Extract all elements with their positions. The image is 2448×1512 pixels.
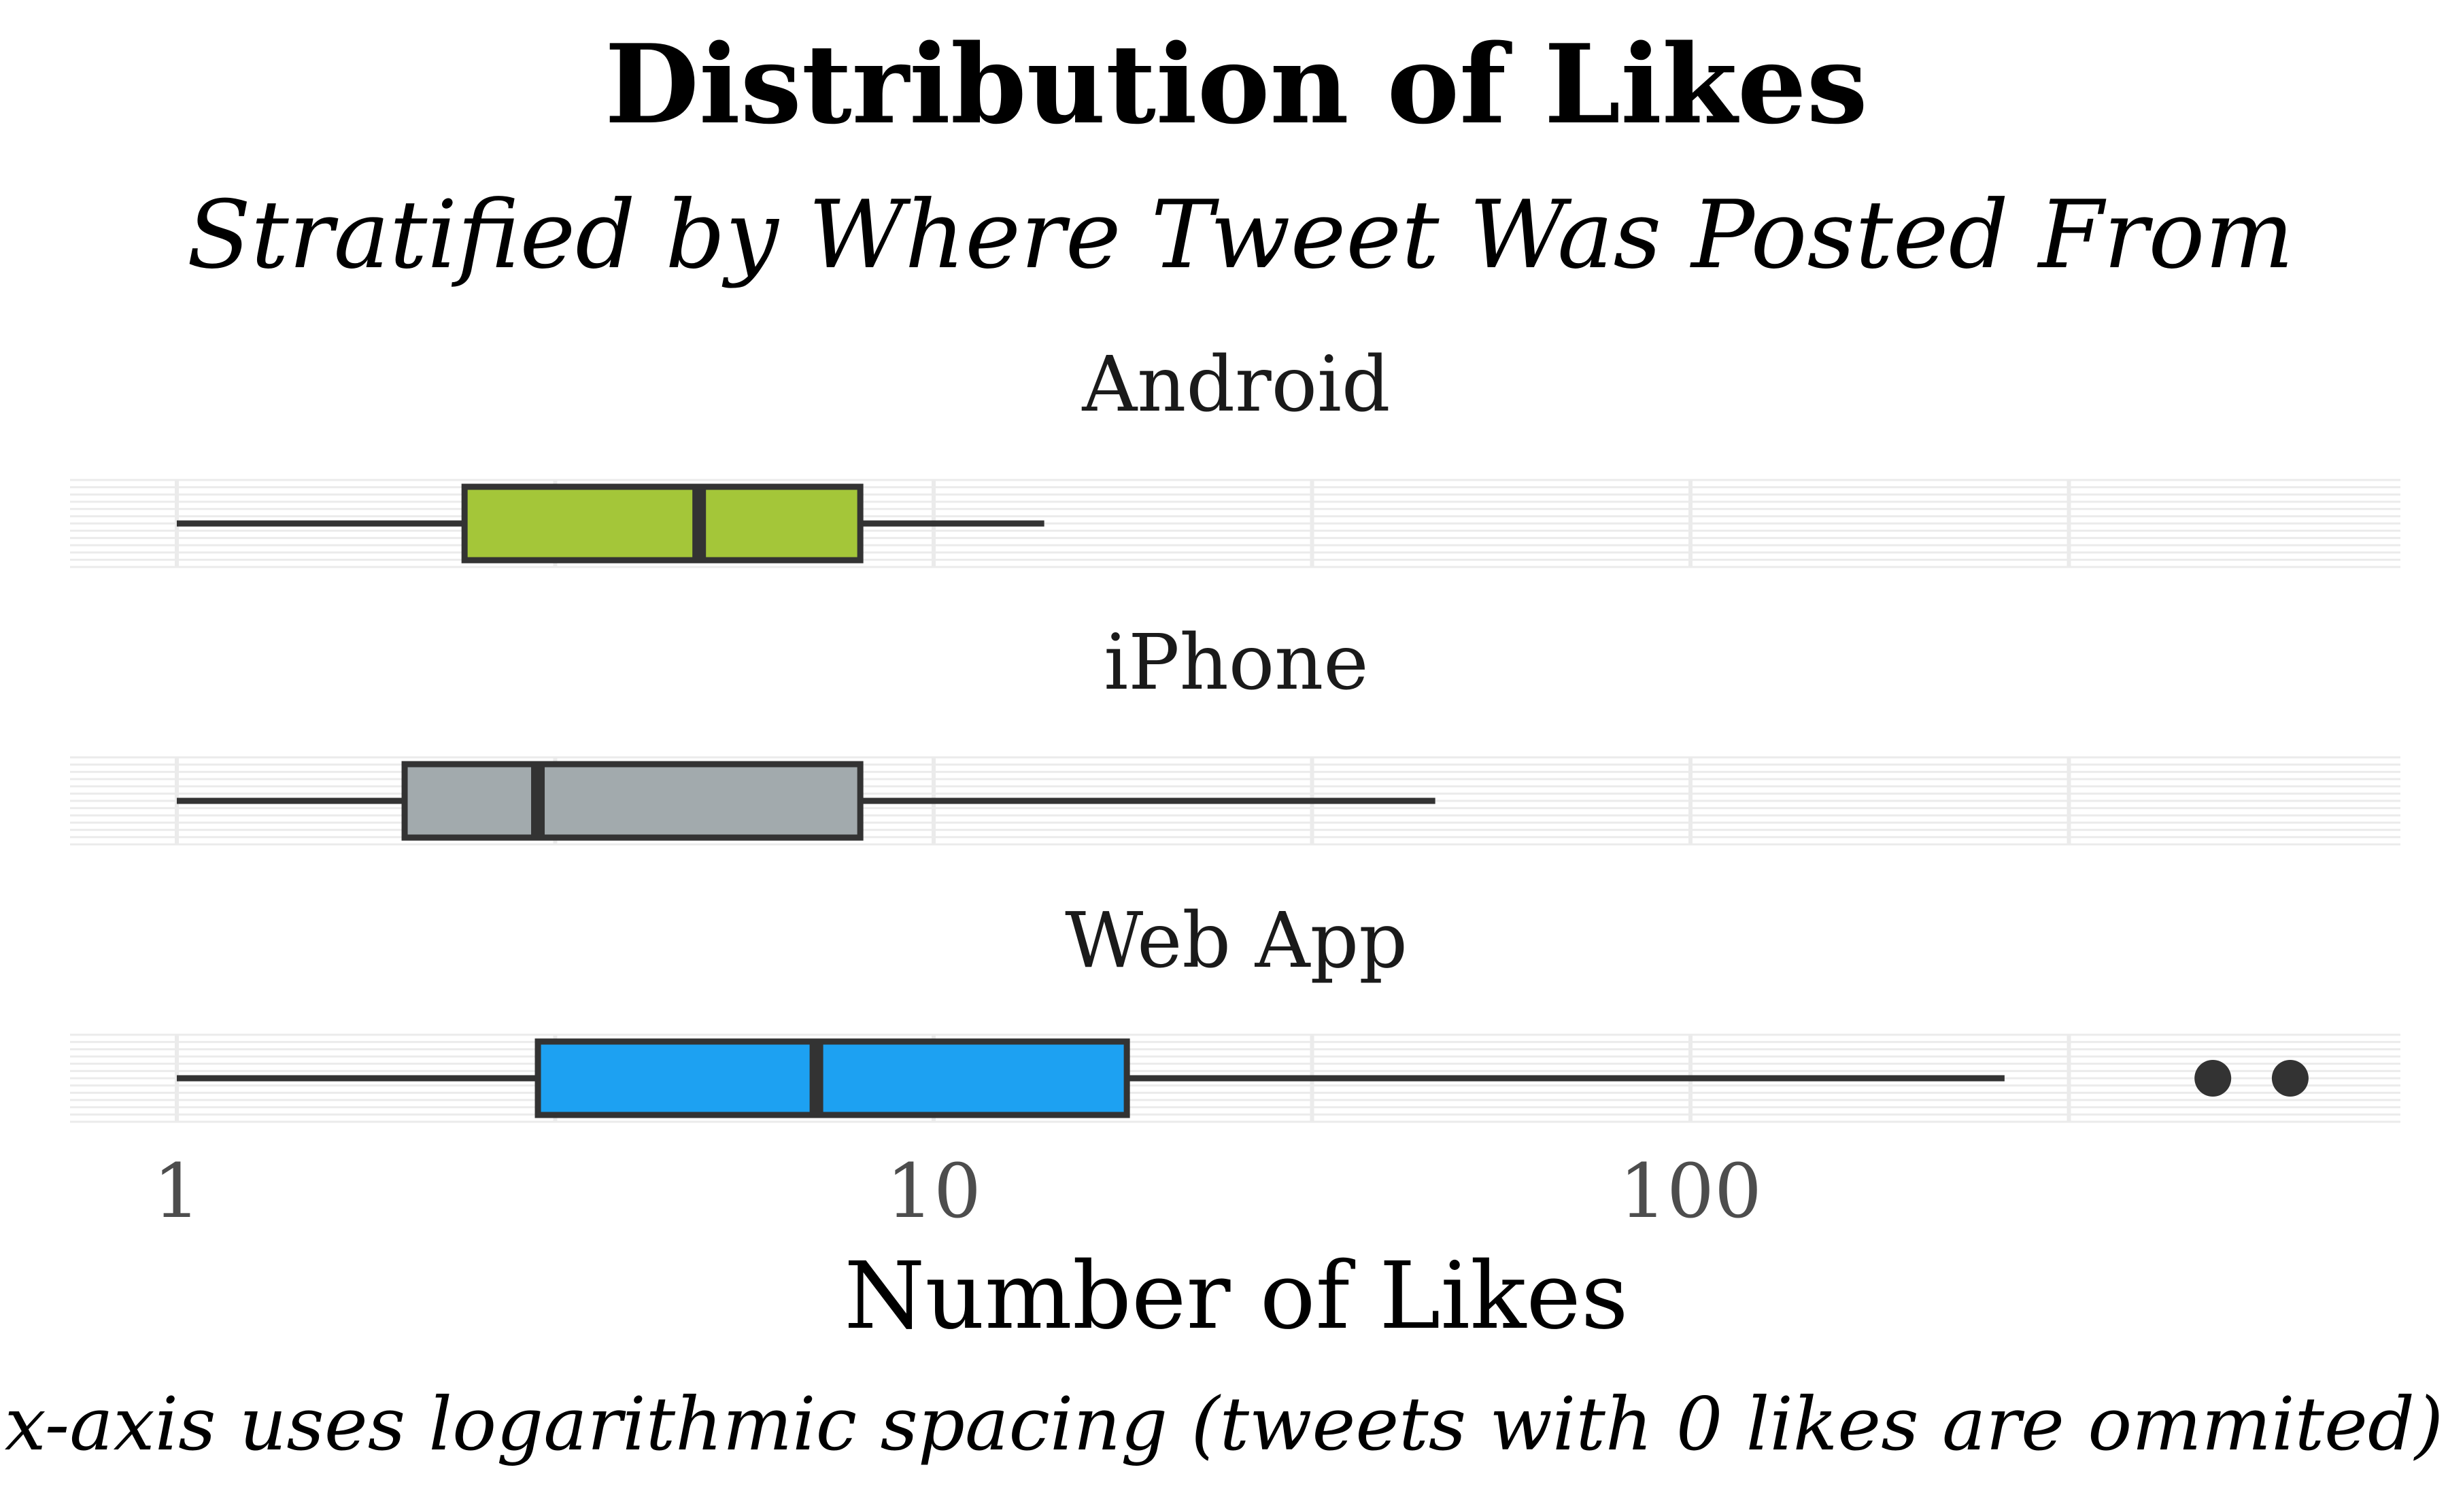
box-web-app: [534, 1038, 1130, 1118]
chart-caption: x-axis uses logarithmic spacing (tweets …: [5, 1382, 2443, 1467]
chart-subtitle: Stratified by Where Tweet Was Posted Fro…: [187, 180, 2294, 290]
facet-label-web-app: Web App: [1065, 897, 1408, 985]
box-android: [461, 483, 864, 564]
facet-label-iphone: iPhone: [1104, 619, 1368, 707]
x-tick-label: 100: [1619, 1148, 1762, 1235]
panel-grid-web-app: [70, 1033, 2400, 1123]
x-tick-label: 1: [153, 1148, 201, 1235]
x-axis-title: Number of Likes: [844, 1243, 1628, 1350]
outlier-point-web-app: [2271, 1060, 2309, 1097]
chart-title: Distribution of Likes: [605, 20, 1868, 148]
x-tick-label: 10: [886, 1148, 981, 1235]
facet-panels: Android iPhone Web App: [70, 341, 2400, 1123]
x-axis-ticks: 1 10 100: [153, 1148, 1762, 1235]
box-iphone: [401, 761, 864, 841]
outlier-point-web-app: [2194, 1060, 2232, 1097]
facet-label-android: Android: [1081, 341, 1390, 429]
